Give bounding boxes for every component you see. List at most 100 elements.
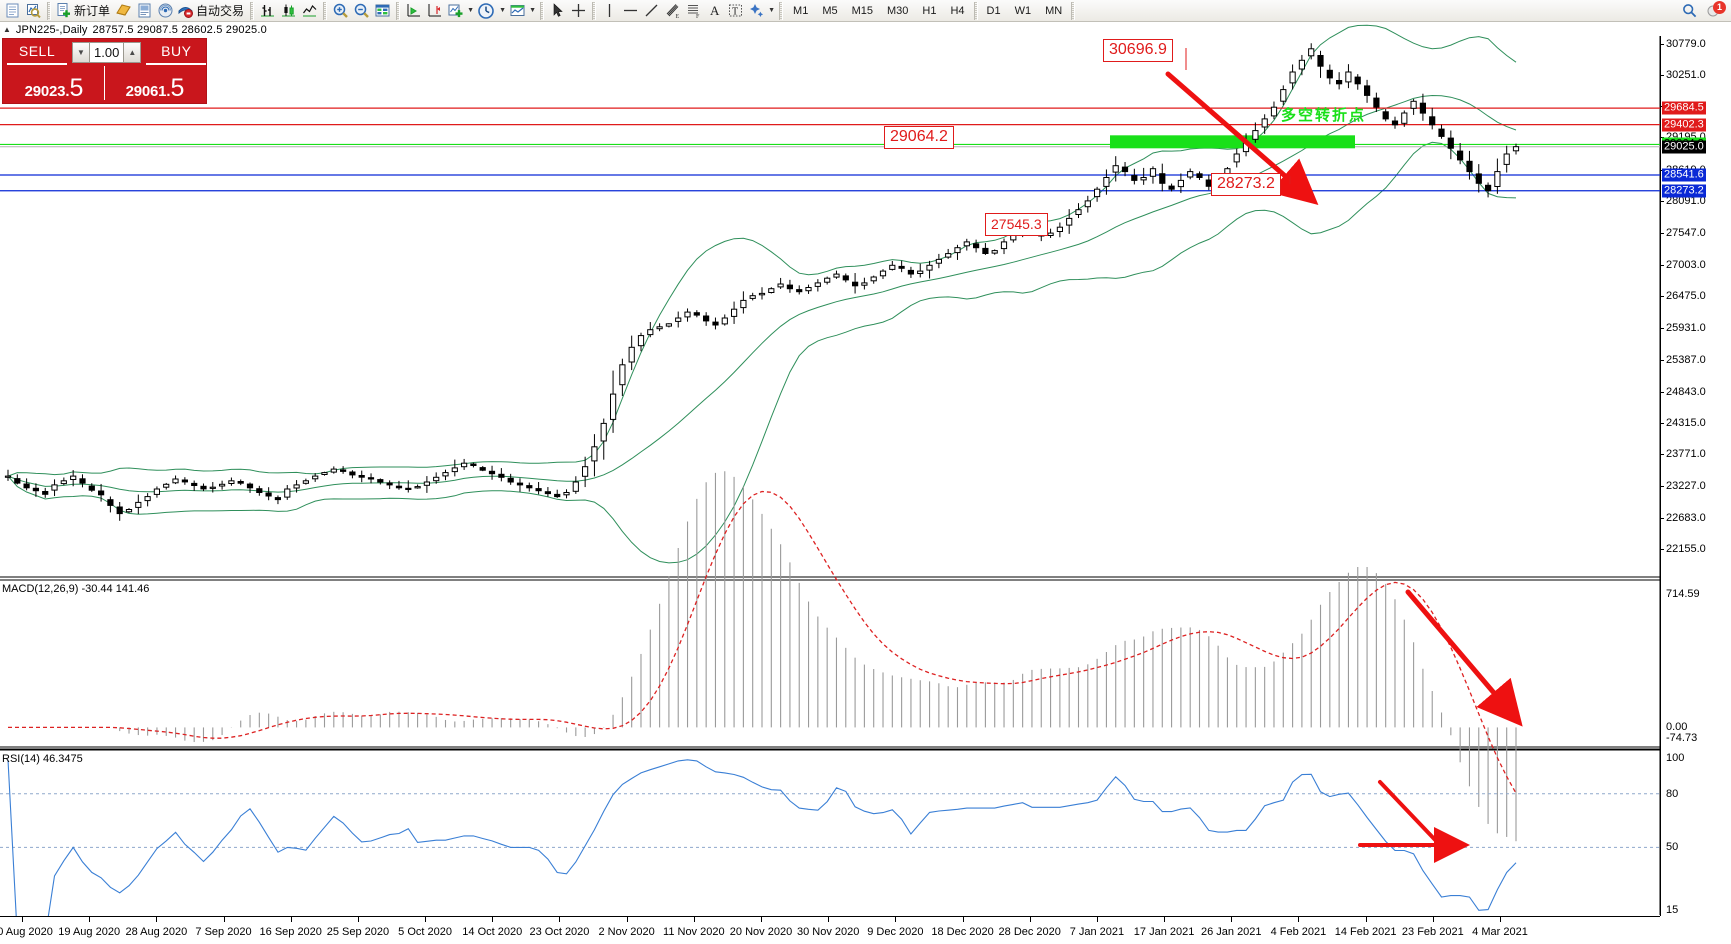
window-list-icon[interactable]	[2, 1, 23, 21]
price-axis-label: 24315.0	[1666, 416, 1706, 429]
price-level-chip[interactable]: 28273.2	[1662, 184, 1706, 198]
price-level-chip[interactable]: 29684.5	[1662, 101, 1706, 115]
time-axis[interactable]: 10 Aug 2020 19 Aug 2020 28 Aug 2020 7 Sep 2…	[0, 916, 1660, 944]
rsi-axis-label: 100	[1666, 752, 1685, 764]
volume-input[interactable]: 1.00	[90, 42, 124, 63]
horizontal-line-icon[interactable]	[620, 1, 641, 21]
buy-price[interactable]: 29061 . 5	[107, 66, 203, 100]
price-axis-label: 25931.0	[1666, 321, 1706, 334]
timeframe-h4[interactable]: H4	[950, 4, 965, 17]
line-chart-icon[interactable]	[299, 1, 320, 21]
vertical-line-icon[interactable]	[599, 1, 620, 21]
price-axis[interactable]: 30779.030251.029723.029195.028619.028091…	[1660, 36, 1731, 916]
price-level-chip[interactable]: 28541.6	[1662, 168, 1706, 182]
timeframe-h1[interactable]: H1	[922, 4, 937, 17]
add-indicator-icon[interactable]	[445, 1, 466, 21]
annotation-mid[interactable]: 29064.2	[884, 126, 954, 149]
bar-chart-icon[interactable]	[257, 1, 278, 21]
new-order-button[interactable]: 新订单	[54, 1, 113, 21]
svg-text:A: A	[710, 3, 720, 18]
template-icon[interactable]	[507, 1, 528, 21]
chevron-down-icon[interactable]: ▼	[768, 7, 775, 14]
notifications-icon[interactable]: 1	[1704, 0, 1726, 21]
text-icon[interactable]: A	[704, 1, 725, 21]
trendline-icon[interactable]	[641, 1, 662, 21]
price-axis-tick	[1661, 265, 1664, 267]
toolbar-separator	[973, 1, 978, 20]
candlestick-chart-icon[interactable]	[278, 1, 299, 21]
time-axis-tick	[1029, 917, 1031, 922]
sell-price[interactable]: 29023 . 5	[6, 66, 102, 100]
rsi-axis-label: 50	[1666, 841, 1679, 854]
toolbar-separator	[250, 1, 255, 20]
toolbar-separator	[1071, 1, 1076, 20]
price-axis-label: 22683.0	[1666, 512, 1706, 525]
trade-panel-prices: 29023 . 5 29061 . 5	[3, 66, 206, 103]
timeframe-m30[interactable]: M30	[887, 4, 909, 17]
zoom-out-icon[interactable]	[351, 1, 372, 21]
price-axis-tick	[1661, 391, 1664, 393]
chart-collapse-icon[interactable]: ▲	[3, 25, 11, 34]
price-axis-tick	[1661, 233, 1664, 235]
chevron-down-icon[interactable]: ▼	[529, 7, 536, 14]
volume-decrement-button[interactable]: ▼	[72, 42, 90, 63]
time-axis-tick	[828, 917, 830, 922]
timeframe-d1[interactable]: D1	[986, 4, 1001, 17]
time-axis-label: 7 Jan 2021	[1069, 926, 1125, 938]
cursor-icon[interactable]	[547, 1, 568, 21]
crosshair-icon[interactable]	[568, 1, 589, 21]
signals-icon[interactable]	[155, 1, 176, 21]
zoom-in-icon[interactable]	[330, 1, 351, 21]
chart-header: ▲ JPN225-,Daily 28757.5 29087.5 28602.5 …	[0, 23, 1731, 36]
terminal-icon[interactable]	[134, 1, 155, 21]
time-axis-label: 7 Sep 2020	[195, 926, 252, 938]
sell-button[interactable]: SELL	[7, 43, 67, 65]
timeframe-w1[interactable]: W1	[1014, 4, 1032, 17]
autoscroll-icon[interactable]	[403, 1, 424, 21]
price-axis-tick	[1661, 44, 1664, 45]
volume-increment-button[interactable]: ▲	[123, 42, 142, 63]
price-level-chip[interactable]: 29025.0	[1662, 140, 1706, 154]
buy-button[interactable]: BUY	[146, 43, 207, 65]
chart-shift-icon[interactable]	[424, 1, 445, 21]
search-icon[interactable]	[1679, 1, 1700, 21]
price-level-chip[interactable]: 29402.3	[1662, 118, 1706, 132]
time-axis-label: 14 Oct 2020	[462, 926, 523, 938]
fibonacci-icon[interactable]: F	[683, 1, 704, 21]
price-axis-label: 27547.0	[1666, 227, 1706, 240]
annotation-low[interactable]: 28273.2	[1211, 173, 1281, 196]
macd-axis-label: -74.73	[1666, 732, 1698, 744]
svg-text:F: F	[696, 14, 700, 19]
rsi-axis-label: 15	[1666, 904, 1679, 916]
turning-point-label: 多空转折点	[1281, 106, 1367, 124]
time-axis-tick	[1298, 917, 1300, 922]
shapes-icon[interactable]	[746, 1, 767, 21]
time-axis-label: 28 Dec 2020	[998, 926, 1061, 938]
text-label-icon[interactable]: T	[725, 1, 746, 21]
time-axis-tick	[761, 917, 762, 922]
one-click-trading-panel[interactable]: SELL ▼ 1.00 ▲ BUY 29023 . 5 29061 . 5	[2, 38, 207, 104]
publisher-icon[interactable]	[113, 1, 134, 21]
annotation-high[interactable]: 30696.9	[1103, 39, 1173, 62]
chevron-down-icon[interactable]: ▼	[499, 7, 506, 14]
period-clock-icon[interactable]	[475, 1, 498, 21]
autotrading-button[interactable]: 自动交易	[176, 1, 247, 21]
volume-stepper[interactable]: ▼ 1.00 ▲	[72, 42, 142, 63]
equidistant-channel-icon[interactable]: E	[662, 1, 683, 21]
chevron-down-icon[interactable]: ▼	[467, 7, 474, 14]
price-axis-tick	[1661, 136, 1664, 138]
price-axis-label: 28091.0	[1666, 195, 1706, 208]
timeframe-mn[interactable]: MN	[1045, 4, 1063, 17]
market-watch-icon[interactable]	[23, 1, 44, 21]
trade-panel-divider	[104, 66, 105, 100]
price-axis-tick	[1661, 518, 1664, 520]
time-axis-tick	[223, 917, 225, 922]
time-axis-label: 4 Feb 2021	[1270, 926, 1327, 938]
timeframe-m1[interactable]: M1	[793, 4, 809, 17]
timeframe-m5[interactable]: M5	[822, 4, 838, 17]
timeframe-m15[interactable]: M15	[851, 4, 873, 17]
data-window-icon[interactable]	[372, 1, 393, 21]
annotation-support[interactable]: 27545.3	[985, 213, 1048, 236]
time-axis-tick	[626, 917, 628, 922]
price-axis-tick	[1661, 74, 1664, 76]
